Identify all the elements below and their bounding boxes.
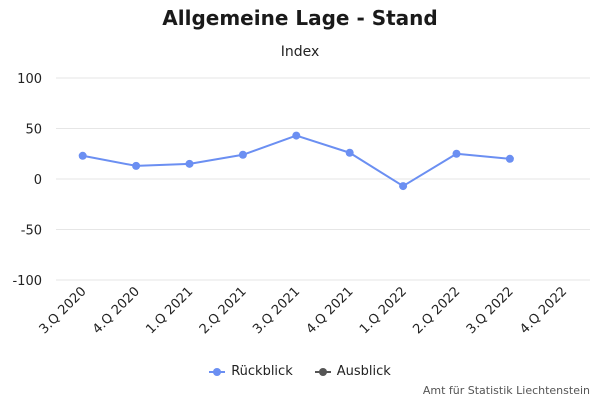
x-tick-label: 1.Q 2021 — [143, 284, 196, 337]
x-tick-label: 3.Q 2022 — [464, 284, 517, 337]
x-axis-ticks: 3.Q 2020 4.Q 2020 1.Q 2021 2.Q 2021 3.Q 2021… — [37, 284, 571, 337]
y-tick-label: -50 — [21, 224, 42, 239]
y-tick-label: 0 — [34, 173, 42, 188]
x-tick-label: 2.Q 2022 — [410, 284, 463, 337]
x-tick-label: 1.Q 2022 — [357, 284, 410, 337]
data-point[interactable] — [399, 182, 408, 191]
data-point[interactable] — [345, 148, 354, 157]
x-tick-label: 4.Q 2022 — [517, 284, 570, 337]
series-lines — [78, 131, 514, 191]
x-tick-label: 4.Q 2021 — [304, 284, 357, 337]
legend-marker-icon — [209, 367, 226, 377]
y-tick-label: 100 — [17, 72, 42, 87]
x-tick-label: 3.Q 2021 — [250, 284, 303, 337]
legend-item-ausblick[interactable]: Ausblick — [314, 364, 391, 379]
y-tick-label: 50 — [25, 123, 42, 138]
chart-subtitle: Index — [280, 44, 320, 60]
legend: Rückblick Ausblick — [0, 364, 600, 379]
data-point[interactable] — [185, 159, 194, 168]
data-point[interactable] — [292, 131, 301, 140]
chart-title: Allgemeine Lage - Stand — [162, 6, 438, 30]
x-tick-label: 2.Q 2021 — [197, 284, 250, 337]
y-axis-ticks: 100 50 0 -50 -100 — [12, 72, 42, 289]
legend-label: Rückblick — [231, 364, 293, 379]
data-point[interactable] — [505, 154, 514, 163]
legend-marker-icon — [314, 367, 331, 377]
grid-lines — [56, 77, 590, 281]
legend-label: Ausblick — [336, 364, 391, 379]
x-tick-label: 4.Q 2020 — [90, 284, 143, 337]
x-tick-label: 3.Q 2020 — [37, 284, 90, 337]
data-point[interactable] — [78, 151, 87, 160]
legend-item-rueckblick[interactable]: Rückblick — [209, 364, 293, 379]
credits[interactable]: Amt für Statistik Liechtenstein — [422, 384, 590, 397]
data-point[interactable] — [452, 149, 461, 158]
data-point[interactable] — [238, 150, 247, 159]
data-point[interactable] — [132, 161, 141, 170]
y-tick-label: -100 — [12, 274, 42, 289]
series-line — [82, 134, 510, 188]
